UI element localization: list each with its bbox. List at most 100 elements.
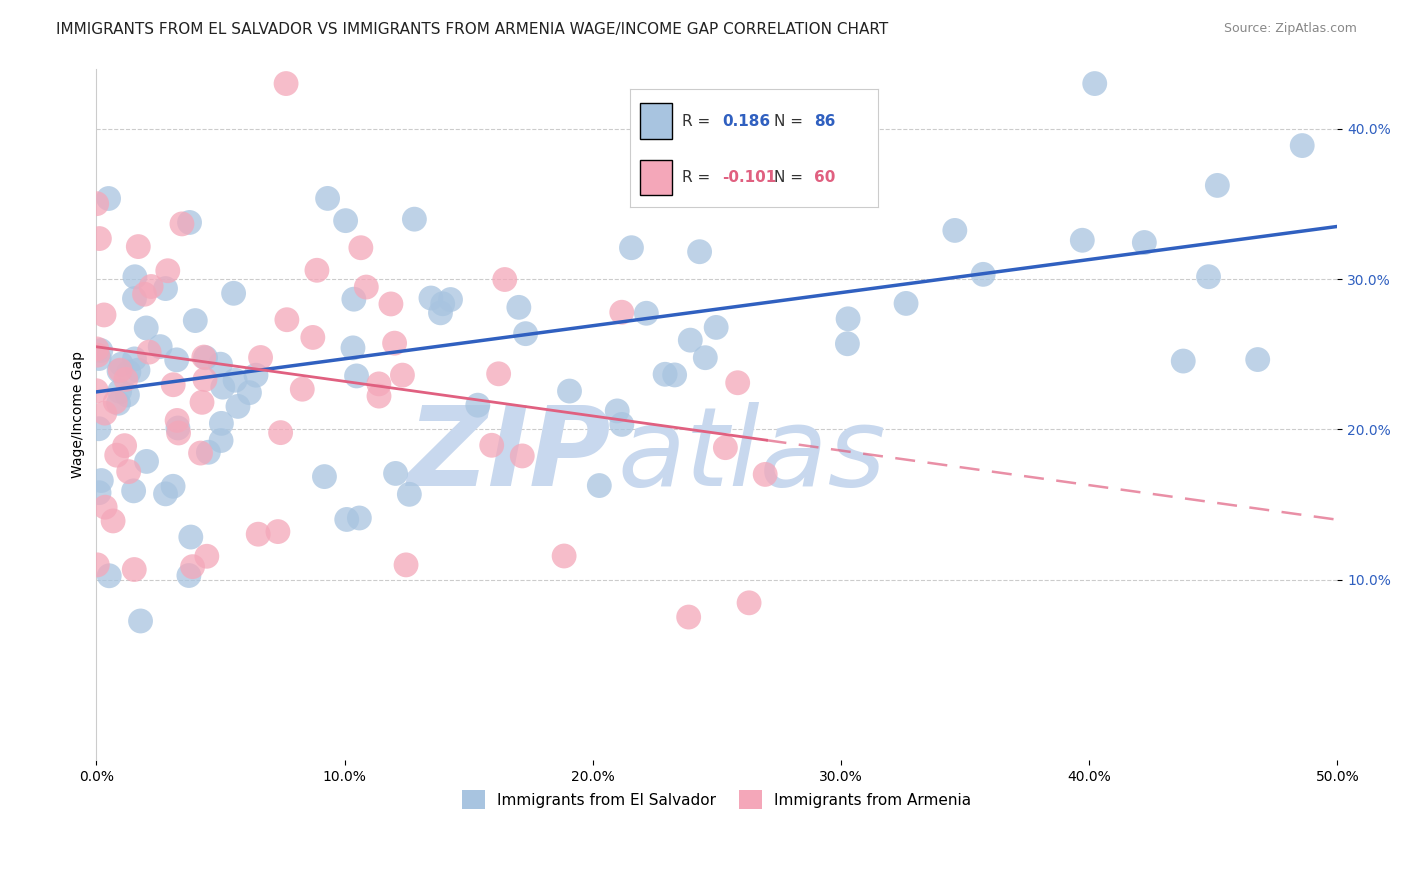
Point bbox=[90, 474, 112, 488]
Point bbox=[727, 376, 749, 390]
Point bbox=[695, 351, 717, 365]
Point bbox=[122, 483, 145, 498]
Point bbox=[104, 395, 127, 409]
Point bbox=[367, 376, 389, 391]
Point bbox=[754, 467, 776, 482]
Point bbox=[1173, 354, 1195, 368]
Point bbox=[181, 559, 204, 574]
Point bbox=[606, 404, 628, 418]
Point bbox=[180, 530, 202, 544]
Point bbox=[89, 231, 111, 245]
Point bbox=[316, 191, 339, 205]
Point bbox=[267, 524, 290, 539]
Point bbox=[129, 614, 152, 628]
Point bbox=[167, 425, 190, 440]
Point bbox=[108, 363, 131, 377]
Point bbox=[166, 352, 188, 367]
Point bbox=[166, 413, 188, 427]
Point bbox=[211, 380, 233, 394]
Point bbox=[149, 340, 172, 354]
Point bbox=[515, 326, 537, 341]
Point bbox=[654, 368, 676, 382]
Point bbox=[170, 217, 193, 231]
Point bbox=[138, 345, 160, 359]
Point bbox=[238, 385, 260, 400]
Point bbox=[247, 527, 270, 541]
Point bbox=[610, 305, 633, 319]
Point bbox=[167, 421, 190, 435]
Point bbox=[1084, 77, 1107, 91]
Point bbox=[155, 487, 177, 501]
Point bbox=[380, 297, 402, 311]
Point bbox=[117, 388, 139, 402]
Point bbox=[118, 465, 141, 479]
Point bbox=[368, 389, 391, 403]
Point bbox=[432, 297, 454, 311]
Point bbox=[94, 500, 117, 515]
Point bbox=[274, 77, 297, 91]
Point bbox=[972, 268, 994, 282]
Point bbox=[314, 469, 336, 483]
Point bbox=[404, 212, 426, 227]
Point bbox=[305, 263, 328, 277]
Point bbox=[558, 384, 581, 398]
Point bbox=[510, 449, 533, 463]
Point bbox=[494, 272, 516, 286]
Point bbox=[94, 406, 117, 420]
Point bbox=[1198, 269, 1220, 284]
Point bbox=[588, 478, 610, 492]
Point bbox=[177, 568, 200, 582]
Point bbox=[194, 351, 217, 365]
Point bbox=[349, 511, 371, 525]
Point bbox=[101, 514, 124, 528]
Point bbox=[837, 311, 859, 326]
Point bbox=[678, 610, 700, 624]
Point bbox=[107, 396, 129, 410]
Point bbox=[429, 306, 451, 320]
Text: Source: ZipAtlas.com: Source: ZipAtlas.com bbox=[1223, 22, 1357, 36]
Point bbox=[114, 439, 136, 453]
Point bbox=[135, 321, 157, 335]
Point bbox=[664, 368, 686, 382]
Point bbox=[105, 448, 128, 462]
Point bbox=[122, 562, 145, 576]
Point bbox=[193, 350, 215, 364]
Point bbox=[356, 280, 378, 294]
Point bbox=[1247, 352, 1270, 367]
Point bbox=[384, 467, 406, 481]
Point bbox=[179, 215, 201, 229]
Point bbox=[391, 368, 413, 383]
Point bbox=[87, 422, 110, 436]
Point bbox=[384, 336, 406, 351]
Point bbox=[108, 364, 131, 378]
Point bbox=[508, 301, 530, 315]
Point bbox=[837, 336, 859, 351]
Point bbox=[350, 241, 373, 255]
Point bbox=[97, 192, 120, 206]
Text: IMMIGRANTS FROM EL SALVADOR VS IMMIGRANTS FROM ARMENIA WAGE/INCOME GAP CORRELATI: IMMIGRANTS FROM EL SALVADOR VS IMMIGRANT… bbox=[56, 22, 889, 37]
Point bbox=[689, 171, 711, 186]
Point bbox=[714, 441, 737, 455]
Point bbox=[87, 485, 110, 500]
Point bbox=[191, 395, 214, 409]
Point bbox=[194, 372, 217, 386]
Point bbox=[87, 351, 110, 366]
Point bbox=[162, 479, 184, 493]
Point bbox=[346, 368, 368, 383]
Y-axis label: Wage/Income Gap: Wage/Income Gap bbox=[72, 351, 86, 478]
Point bbox=[86, 384, 108, 398]
Point bbox=[134, 287, 156, 301]
Point bbox=[90, 343, 112, 358]
Legend: Immigrants from El Salvador, Immigrants from Armenia: Immigrants from El Salvador, Immigrants … bbox=[456, 784, 977, 815]
Point bbox=[704, 320, 727, 334]
Point bbox=[86, 342, 108, 356]
Point bbox=[553, 549, 575, 563]
Point bbox=[245, 368, 267, 383]
Point bbox=[86, 348, 108, 362]
Point bbox=[86, 196, 108, 211]
Point bbox=[342, 341, 364, 355]
Point bbox=[209, 417, 232, 431]
Point bbox=[135, 454, 157, 468]
Point bbox=[636, 306, 658, 320]
Point bbox=[395, 558, 418, 572]
